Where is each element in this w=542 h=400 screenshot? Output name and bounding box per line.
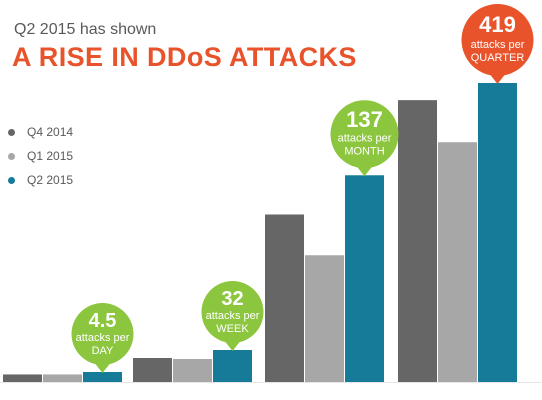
- bar-q1-2015-group-1: [43, 374, 82, 382]
- legend-swatch-q2-2015: [8, 176, 15, 184]
- bar-q4-2014-group-4: [398, 100, 437, 383]
- callout-unit: MONTH: [344, 146, 384, 158]
- bar-q2-2015-group-2: [213, 350, 252, 382]
- callout-value: 32: [221, 288, 243, 310]
- legend-item-q2-2015: Q2 2015: [8, 168, 73, 192]
- callout-unit: DAY: [92, 345, 114, 357]
- bar-q1-2015-group-4: [438, 142, 477, 382]
- bar-q2-2015-group-3: [345, 175, 384, 382]
- callout-value: 4.5: [89, 310, 117, 332]
- bar-q4-2014-group-2: [133, 358, 172, 382]
- legend-swatch-q1-2015: [8, 152, 15, 160]
- callout-value: 137: [346, 107, 383, 132]
- legend-item-q4-2014: Q4 2014: [8, 120, 73, 144]
- legend-label-q4-2014: Q4 2014: [27, 125, 74, 139]
- legend-item-q1-2015: Q1 2015: [8, 144, 73, 168]
- callout-label: attacks per: [471, 39, 525, 51]
- callout-bubble: [201, 281, 264, 343]
- callout-label: attacks per: [76, 332, 130, 344]
- callout-label: attacks per: [206, 310, 260, 322]
- bar-q4-2014-group-3: [265, 214, 304, 382]
- callout-bubble: [71, 303, 134, 366]
- callout-value: 419: [479, 12, 516, 37]
- callout-label: attacks per: [338, 133, 392, 145]
- subtitle: Q2 2015 has shown: [14, 21, 157, 38]
- page-title: A RISE IN DDoS ATTACKS: [12, 42, 357, 72]
- callout-unit: WEEK: [216, 323, 249, 335]
- callout-unit: QUARTER: [471, 52, 525, 64]
- bar-q1-2015-group-3: [305, 255, 344, 382]
- legend-swatch-q4-2014: [8, 128, 15, 136]
- callout-bubble: [330, 100, 399, 169]
- bar-q2-2015-group-4: [478, 83, 517, 383]
- legend: Q4 2014 Q1 2015 Q2 2015: [8, 120, 73, 192]
- bar-q2-2015-group-1: [83, 372, 122, 382]
- legend-label-q1-2015: Q1 2015: [27, 149, 74, 163]
- bar-q1-2015-group-2: [173, 359, 212, 382]
- bar-q4-2014-group-1: [3, 374, 42, 382]
- legend-label-q2-2015: Q2 2015: [27, 173, 74, 187]
- callout-bubble: [461, 4, 534, 77]
